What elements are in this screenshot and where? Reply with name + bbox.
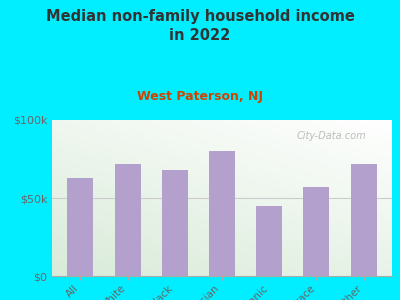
Bar	[256, 206, 282, 276]
Text: West Paterson, NJ: West Paterson, NJ	[137, 90, 263, 103]
Bar	[351, 164, 377, 276]
Bar	[114, 164, 140, 276]
Text: Median non-family household income
in 2022: Median non-family household income in 20…	[46, 9, 354, 43]
Bar	[304, 187, 330, 276]
Bar	[209, 151, 235, 276]
Text: City-Data.com: City-Data.com	[297, 131, 366, 141]
Bar	[162, 170, 188, 276]
Bar	[67, 178, 93, 276]
